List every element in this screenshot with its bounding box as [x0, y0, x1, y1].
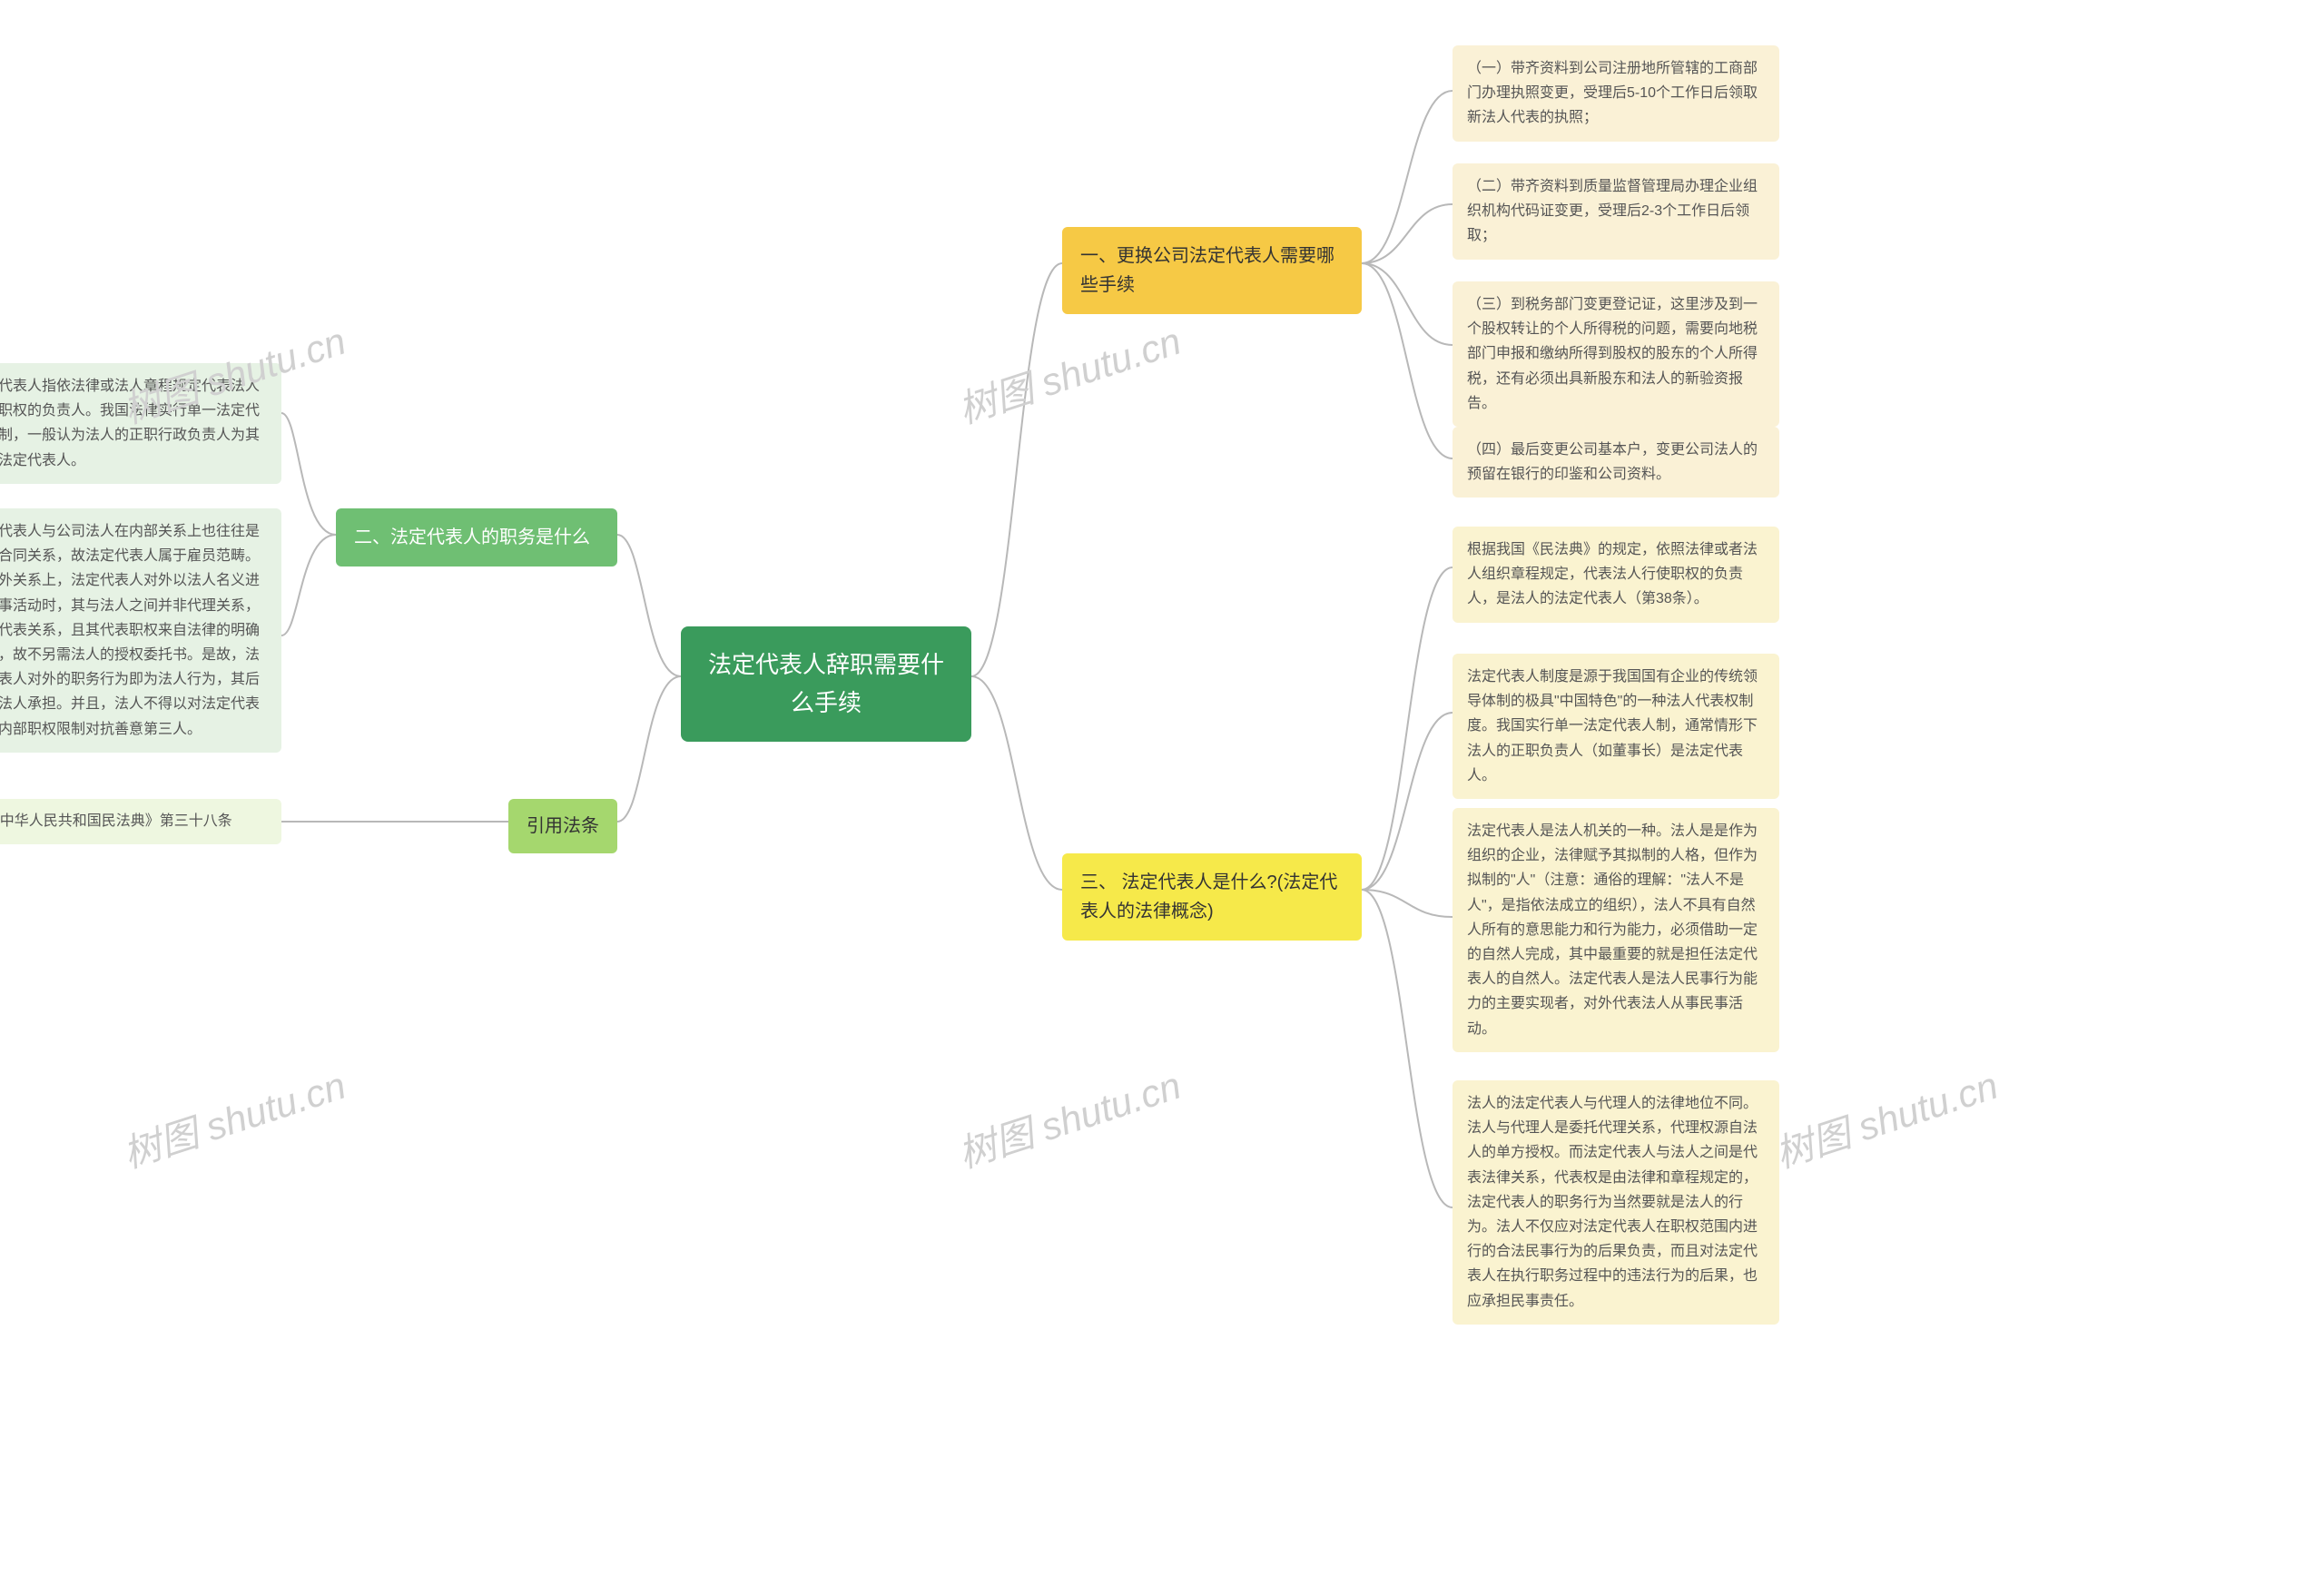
watermark: 树图 shutu.cn	[950, 310, 1187, 435]
leaf-section3-2: 法定代表人是法人机关的一种。法人是是作为组织的企业，法律赋予其拟制的人格，但作为…	[1452, 808, 1779, 1052]
leaf-section3-0: 根据我国《民法典》的规定，依照法律或者法人组织章程规定，代表法人行使职权的负责人…	[1452, 527, 1779, 623]
leaf-section3-1: 法定代表人制度是源于我国国有企业的传统领导体制的极具"中国特色"的一种法人代表权…	[1452, 654, 1779, 799]
leaf-section1-1: （二）带齐资料到质量监督管理局办理企业组织机构代码证变更，受理后2-3个工作日后…	[1452, 163, 1779, 260]
leaf-section1-2: （三）到税务部门变更登记证，这里涉及到一个股权转让的个人所得税的问题，需要向地税…	[1452, 281, 1779, 427]
watermark: 树图 shutu.cn	[115, 1055, 352, 1179]
watermark: 树图 shutu.cn	[1768, 1055, 2004, 1179]
branch-section3[interactable]: 三、 法定代表人是什么?(法定代表人的法律概念)	[1062, 853, 1362, 941]
watermark: 树图 shutu.cn	[950, 1055, 1187, 1179]
leaf-cite-0: [1]《中华人民共和国民法典》第三十八条	[0, 799, 281, 844]
branch-section1[interactable]: 一、更换公司法定代表人需要哪些手续	[1062, 227, 1362, 314]
center-node[interactable]: 法定代表人辞职需要什么手续	[681, 626, 971, 742]
branch-cite[interactable]: 引用法条	[508, 799, 617, 853]
leaf-section3-3: 法人的法定代表人与代理人的法律地位不同。法人与代理人是委托代理关系，代理权源自法…	[1452, 1080, 1779, 1325]
leaf-section1-0: （一）带齐资料到公司注册地所管辖的工商部门办理执照变更，受理后5-10个工作日后…	[1452, 45, 1779, 142]
leaf-section2-0: 法定代表人指依法律或法人章程规定代表法人行使职权的负责人。我国法律实行单一法定代…	[0, 363, 281, 484]
leaf-section2-1: 法定代表人与公司法人在内部关系上也往往是劳动合同关系，故法定代表人属于雇员范畴。…	[0, 508, 281, 753]
branch-section2[interactable]: 二、法定代表人的职务是什么	[336, 508, 617, 566]
leaf-section1-3: （四）最后变更公司基本户，变更公司法人的预留在银行的印鉴和公司资料。	[1452, 427, 1779, 498]
